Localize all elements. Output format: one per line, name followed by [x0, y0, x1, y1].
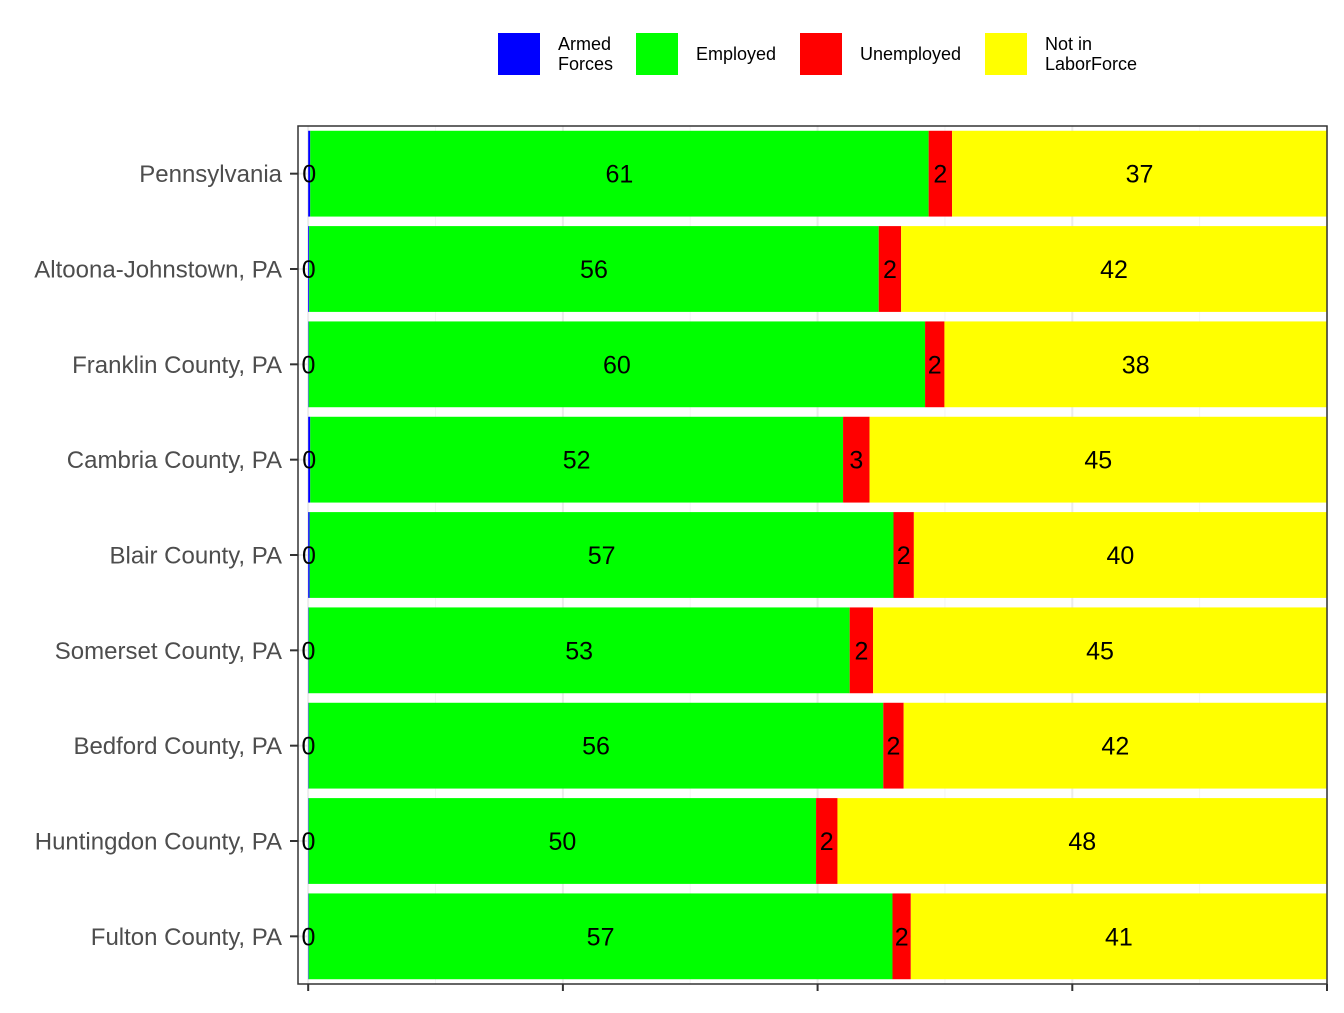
data-label-unemployed-cambria-county-pa: 3: [849, 447, 863, 475]
bar-armed-forces-fulton-county-pa: [308, 893, 309, 980]
bar-not-in-laborforce-blair-county-pa: [913, 512, 1327, 598]
bar-armed-forces-cambria-county-pa: [308, 416, 311, 503]
bar-not-in-laborforce-huntingdon-county-pa: [837, 798, 1327, 884]
y-tick-label-somerset-county-pa: Somerset County, PA: [55, 638, 282, 665]
bar-armed-forces-huntingdon-county-pa: [308, 798, 309, 884]
y-tick-label-altoona-johnstown-pa: Altoona-Johnstown, PA: [34, 257, 282, 284]
bar-employed-somerset-county-pa: [308, 607, 850, 694]
bar-not-in-laborforce-fulton-county-pa: [910, 893, 1327, 980]
bar-employed-franklin-county-pa: [308, 321, 926, 408]
data-label-unemployed-franklin-county-pa: 2: [928, 351, 942, 379]
data-label-armed-forces-blair-county-pa: 0: [302, 542, 316, 570]
data-label-armed-forces-pennsylvania: 0: [302, 161, 316, 189]
bar-not-in-laborforce-altoona-johnstown-pa: [901, 226, 1327, 312]
bar-unemployed-blair-county-pa: [893, 512, 914, 598]
data-label-unemployed-altoona-johnstown-pa: 2: [883, 256, 897, 284]
legend-label-armed-forces-line-2: Forces: [558, 54, 613, 74]
legend-item-unemployed: Unemployed: [800, 33, 961, 75]
bar-armed-forces-franklin-county-pa: [308, 321, 309, 408]
data-label-not-in-laborforce-fulton-county-pa: 41: [1105, 923, 1133, 951]
bar-not-in-laborforce-cambria-county-pa: [869, 416, 1327, 503]
data-label-unemployed-blair-county-pa: 2: [897, 542, 911, 570]
data-label-armed-forces-altoona-johnstown-pa: 0: [302, 256, 316, 284]
data-label-unemployed-bedford-county-pa: 2: [887, 733, 901, 761]
data-label-armed-forces-cambria-county-pa: 0: [302, 447, 316, 475]
data-label-not-in-laborforce-somerset-county-pa: 45: [1086, 637, 1114, 665]
data-label-employed-altoona-johnstown-pa: 56: [580, 256, 608, 284]
y-tick-label-fulton-county-pa: Fulton County, PA: [91, 924, 282, 951]
y-tick-label-franklin-county-pa: Franklin County, PA: [72, 352, 282, 379]
legend-label-not-in-laborforce-line-2: LaborForce: [1045, 54, 1137, 74]
bar-unemployed-pennsylvania: [928, 130, 953, 217]
y-tick-label-blair-county-pa: Blair County, PA: [109, 543, 282, 570]
data-label-employed-franklin-county-pa: 60: [603, 351, 631, 379]
data-label-armed-forces-franklin-county-pa: 0: [301, 351, 315, 379]
bar-unemployed-altoona-johnstown-pa: [878, 226, 902, 312]
bar-employed-bedford-county-pa: [308, 702, 884, 789]
bar-not-in-laborforce-bedford-county-pa: [903, 702, 1327, 789]
data-label-employed-pennsylvania: 61: [606, 161, 634, 189]
data-label-not-in-laborforce-franklin-county-pa: 38: [1122, 351, 1150, 379]
legend-key-employed: [636, 33, 678, 75]
legend-label-not-in-laborforce-line-1: Not in: [1045, 34, 1092, 54]
data-label-not-in-laborforce-huntingdon-county-pa: 48: [1068, 828, 1096, 856]
data-label-not-in-laborforce-bedford-county-pa: 42: [1101, 733, 1129, 761]
bar-employed-blair-county-pa: [309, 512, 894, 598]
legend-label-employed-line-1: Employed: [696, 44, 776, 64]
bar-employed-cambria-county-pa: [310, 416, 844, 503]
data-label-employed-somerset-county-pa: 53: [565, 637, 593, 665]
bar-armed-forces-bedford-county-pa: [308, 702, 309, 789]
y-tick-label-cambria-county-pa: Cambria County, PA: [67, 447, 282, 474]
data-label-employed-bedford-county-pa: 56: [582, 733, 610, 761]
legend-key-armed-forces: [498, 33, 540, 75]
legend-key-unemployed: [800, 33, 842, 75]
bar-employed-altoona-johnstown-pa: [309, 226, 879, 312]
data-label-employed-blair-county-pa: 57: [588, 542, 616, 570]
bar-armed-forces-pennsylvania: [308, 130, 311, 217]
bar-unemployed-cambria-county-pa: [843, 416, 870, 503]
bar-unemployed-huntingdon-county-pa: [816, 798, 838, 884]
bar-employed-fulton-county-pa: [308, 893, 893, 980]
bar-unemployed-fulton-county-pa: [892, 893, 911, 980]
data-label-armed-forces-bedford-county-pa: 0: [301, 733, 315, 761]
legend-label-unemployed-line-1: Unemployed: [860, 44, 961, 64]
bar-employed-pennsylvania: [310, 130, 929, 217]
bar-not-in-laborforce-somerset-county-pa: [873, 607, 1327, 694]
bar-armed-forces-altoona-johnstown-pa: [308, 226, 310, 312]
bar-unemployed-franklin-county-pa: [925, 321, 945, 408]
data-label-employed-cambria-county-pa: 52: [563, 447, 591, 475]
data-label-armed-forces-somerset-county-pa: 0: [301, 637, 315, 665]
data-label-armed-forces-fulton-county-pa: 0: [301, 923, 315, 951]
bar-unemployed-somerset-county-pa: [849, 607, 874, 694]
data-label-unemployed-pennsylvania: 2: [933, 161, 947, 189]
bar-armed-forces-blair-county-pa: [308, 512, 310, 598]
y-tick-label-huntingdon-county-pa: Huntingdon County, PA: [35, 829, 282, 856]
y-tick-label-bedford-county-pa: Bedford County, PA: [73, 733, 282, 760]
data-label-unemployed-fulton-county-pa: 2: [895, 923, 909, 951]
bar-armed-forces-somerset-county-pa: [308, 607, 309, 694]
data-label-employed-fulton-county-pa: 57: [587, 923, 615, 951]
y-tick-label-pennsylvania: Pennsylvania: [139, 161, 282, 188]
bar-not-in-laborforce-pennsylvania: [952, 130, 1327, 217]
legend-label-armed-forces-line-1: Armed: [558, 34, 611, 54]
data-label-not-in-laborforce-altoona-johnstown-pa: 42: [1100, 256, 1128, 284]
data-label-not-in-laborforce-pennsylvania: 37: [1126, 161, 1154, 189]
data-label-armed-forces-huntingdon-county-pa: 0: [301, 828, 315, 856]
bar-unemployed-bedford-county-pa: [883, 702, 904, 789]
data-label-not-in-laborforce-blair-county-pa: 40: [1107, 542, 1135, 570]
data-label-unemployed-somerset-county-pa: 2: [854, 637, 868, 665]
legend-item-employed: Employed: [636, 33, 776, 75]
data-label-not-in-laborforce-cambria-county-pa: 45: [1084, 447, 1112, 475]
bar-not-in-laborforce-franklin-county-pa: [944, 321, 1327, 408]
data-label-employed-huntingdon-county-pa: 50: [548, 828, 576, 856]
legend-key-not-in-laborforce: [985, 33, 1027, 75]
data-label-unemployed-huntingdon-county-pa: 2: [820, 828, 834, 856]
bar-employed-huntingdon-county-pa: [308, 798, 817, 884]
